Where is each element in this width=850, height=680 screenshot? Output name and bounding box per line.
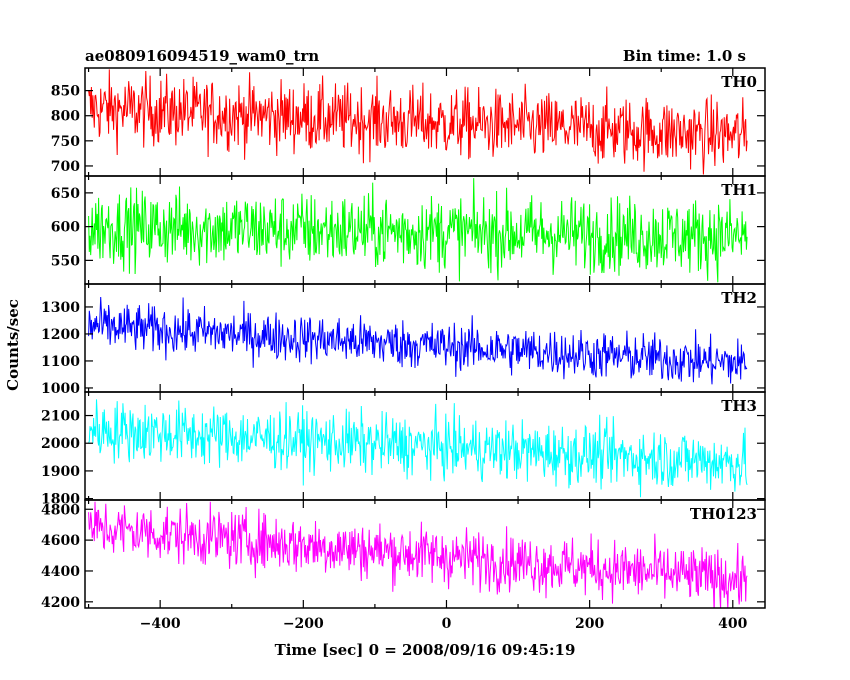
panel-th1: 550 600 650 TH1 [51, 175, 766, 285]
panel-frame [84, 499, 766, 609]
panel-th2: 1000 1100 1200 1300 TH2 [41, 283, 766, 397]
chart-title: ae080916094519_wam0_trn [85, 47, 319, 65]
series-line-th0123 [88, 501, 748, 608]
panel-label: TH0123 [690, 505, 757, 523]
y-tick-label: 1200 [41, 327, 80, 343]
y-tick-label: 2100 [41, 409, 80, 425]
x-tick-label: 400 [718, 616, 747, 632]
panel-label: TH3 [721, 397, 757, 415]
y-tick-label: 4400 [41, 564, 80, 580]
bin-time-label: Bin time: 1.0 s [623, 47, 746, 65]
panel-th0: 700 750 800 850 TH0 [51, 67, 766, 177]
series-line-th0 [88, 69, 748, 175]
y-tick-label: 800 [51, 109, 80, 125]
x-axis-label: Time [sec] 0 = 2008/09/16 09:45:19 [275, 641, 576, 659]
y-tick-label: 750 [51, 134, 80, 150]
panel-th0123: 4200 4400 4600 4800 TH0123 [41, 499, 766, 611]
panel-label: TH0 [721, 73, 757, 91]
y-tick-label: 4200 [41, 595, 80, 611]
y-tick-label: 4800 [41, 502, 80, 518]
y-tick-label: 850 [51, 84, 80, 100]
y-tick-label: 1800 [41, 492, 80, 508]
series-line-th3 [88, 399, 748, 498]
y-tick-label: 700 [51, 159, 80, 175]
y-tick-label: 1000 [41, 381, 80, 397]
y-tick-label: 2000 [41, 436, 80, 452]
y-tick-label: 650 [51, 186, 80, 202]
panel-label: TH2 [721, 289, 757, 307]
y-tick-label: 550 [51, 253, 80, 269]
x-tick-label: −200 [283, 616, 324, 632]
series-line-th1 [88, 178, 748, 283]
panel-label: TH1 [721, 181, 757, 199]
series-line-th2 [88, 296, 748, 385]
y-tick-label: 1300 [41, 300, 80, 316]
x-tick-label: 200 [575, 616, 604, 632]
x-tick-label: 0 [442, 616, 452, 632]
y-tick-label: 600 [51, 220, 80, 236]
y-tick-label: 4600 [41, 533, 80, 549]
x-tick-label: −400 [140, 616, 181, 632]
y-tick-label: 1100 [41, 354, 80, 370]
y-tick-label: 1900 [41, 464, 80, 480]
panel-th3: 1800 1900 2000 2100 TH3 [41, 391, 766, 508]
y-axis-label: Counts/sec [4, 299, 22, 391]
